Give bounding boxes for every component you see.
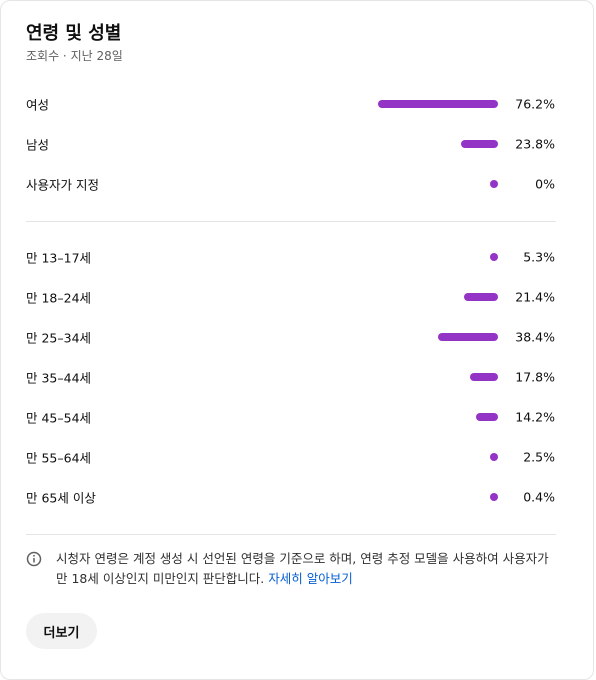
row-label: 만 35–44세 bbox=[26, 370, 92, 386]
bar bbox=[489, 253, 498, 261]
row-label: 만 45–54세 bbox=[26, 410, 92, 426]
note-text: 시청자 연령은 계정 생성 시 선언된 연령을 기준으로 하며, 연령 추정 모… bbox=[56, 551, 549, 586]
row-label: 만 65세 이상 bbox=[26, 490, 96, 506]
row-percent: 38.4% bbox=[515, 329, 555, 345]
bar bbox=[490, 493, 498, 501]
card-title: 연령 및 성별 bbox=[26, 23, 122, 44]
bar bbox=[437, 333, 498, 341]
row-percent: 0.4% bbox=[523, 489, 555, 505]
row-percent: 23.8% bbox=[515, 136, 555, 152]
row-label: 여성 bbox=[26, 97, 50, 113]
more-button[interactable]: 더보기 bbox=[26, 613, 97, 649]
row-label: 사용자가 지정 bbox=[26, 177, 99, 193]
row-percent: 2.5% bbox=[523, 449, 555, 465]
row-label: 만 13–17세 bbox=[26, 250, 92, 266]
info-icon bbox=[26, 551, 42, 567]
card-subtitle: 조회수 · 지난 28일 bbox=[26, 49, 123, 63]
bar bbox=[490, 180, 498, 188]
bar bbox=[475, 413, 498, 421]
bar bbox=[469, 373, 498, 381]
row-label: 남성 bbox=[26, 137, 50, 153]
divider bbox=[26, 221, 556, 222]
row-label: 만 25–34세 bbox=[26, 330, 92, 346]
bar bbox=[377, 100, 498, 108]
divider bbox=[26, 534, 556, 535]
learn-more-link[interactable]: 자세히 알아보기 bbox=[268, 571, 353, 586]
row-label: 만 55–64세 bbox=[26, 450, 92, 466]
row-percent: 17.8% bbox=[515, 369, 555, 385]
bar bbox=[464, 293, 498, 301]
bar bbox=[490, 453, 498, 461]
row-percent: 0% bbox=[535, 176, 555, 192]
row-percent: 76.2% bbox=[515, 96, 555, 112]
bar bbox=[460, 140, 498, 148]
row-percent: 21.4% bbox=[515, 289, 555, 305]
row-label: 만 18–24세 bbox=[26, 290, 92, 306]
row-percent: 14.2% bbox=[515, 409, 555, 425]
row-percent: 5.3% bbox=[523, 249, 555, 265]
note: 시청자 연령은 계정 생성 시 선언된 연령을 기준으로 하며, 연령 추정 모… bbox=[56, 549, 561, 589]
